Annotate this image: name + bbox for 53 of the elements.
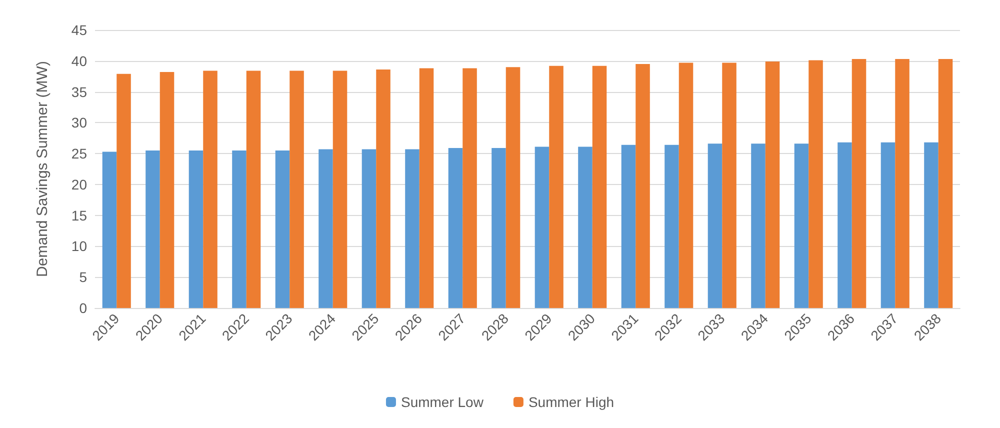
bar bbox=[838, 142, 852, 308]
bar bbox=[708, 144, 722, 308]
y-tick-label: 10 bbox=[71, 238, 88, 254]
bar bbox=[895, 59, 910, 308]
y-tick-label: 25 bbox=[71, 146, 88, 162]
bar bbox=[938, 59, 953, 308]
bar bbox=[376, 70, 390, 308]
bar bbox=[462, 68, 477, 308]
bar bbox=[116, 74, 131, 308]
bar bbox=[188, 150, 204, 308]
y-tick-label: 35 bbox=[71, 84, 88, 100]
bar bbox=[751, 144, 766, 308]
y-tick-label: 40 bbox=[71, 52, 88, 69]
bar bbox=[765, 62, 780, 308]
bar bbox=[592, 66, 607, 308]
bar bbox=[160, 72, 174, 308]
y-tick-label: 45 bbox=[71, 22, 88, 38]
bar bbox=[102, 152, 117, 308]
bar bbox=[924, 142, 938, 308]
bar bbox=[492, 148, 506, 308]
bar bbox=[232, 150, 246, 308]
bar bbox=[794, 144, 809, 308]
legend-label: Summer Low bbox=[400, 394, 484, 410]
legend-label: Summer High bbox=[528, 394, 614, 410]
bar bbox=[405, 149, 420, 308]
bar bbox=[290, 70, 304, 308]
bar bbox=[534, 146, 550, 308]
bar bbox=[275, 150, 290, 308]
y-tick-label: 30 bbox=[71, 114, 88, 131]
bar bbox=[808, 60, 823, 308]
y-tick-label: 0 bbox=[79, 300, 88, 316]
bar bbox=[880, 142, 896, 308]
bar bbox=[678, 62, 694, 308]
bar bbox=[332, 70, 348, 308]
bar bbox=[852, 59, 866, 308]
bar bbox=[722, 62, 736, 308]
bar bbox=[203, 70, 218, 308]
bar bbox=[549, 66, 564, 308]
y-axis-title: Demand Savings Summer (MW) bbox=[34, 61, 51, 277]
bar bbox=[506, 67, 520, 308]
y-tick-label: 5 bbox=[79, 269, 88, 286]
bar bbox=[578, 146, 592, 308]
bar bbox=[448, 148, 463, 308]
bar bbox=[664, 144, 679, 308]
y-tick-label: 15 bbox=[71, 207, 88, 224]
bar bbox=[621, 144, 636, 308]
bar bbox=[318, 149, 333, 308]
bar bbox=[146, 150, 160, 308]
y-tick-label: 20 bbox=[71, 176, 88, 192]
bar bbox=[636, 64, 650, 308]
bar bbox=[419, 68, 434, 308]
bar bbox=[362, 149, 376, 308]
bar bbox=[246, 70, 261, 308]
